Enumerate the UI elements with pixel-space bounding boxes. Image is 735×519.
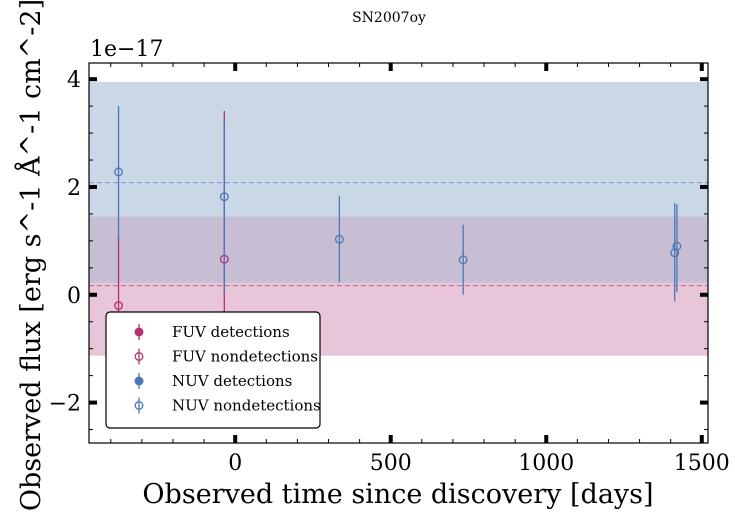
nuv-data-point xyxy=(672,241,682,251)
x-tick-label: 1500 xyxy=(674,451,730,476)
nuv-data-point xyxy=(219,192,229,202)
legend-label: FUV nondetections xyxy=(172,348,318,366)
y-offset-label: 1e−17 xyxy=(90,37,163,62)
plot-frame xyxy=(88,62,709,444)
nuv-data-point xyxy=(334,234,344,244)
overlap-band xyxy=(89,216,708,283)
legend: FUV detections FUV nondetections NUV detec… xyxy=(105,311,321,429)
x-tick-label: 500 xyxy=(370,451,412,476)
y-axis-label: Observed flux [erg s^-1 Å^-1 cm^-2] xyxy=(14,0,47,511)
nuv-data-point xyxy=(114,167,124,177)
y-tick-label: 4 xyxy=(67,68,81,93)
y-tick-label: 0 xyxy=(67,284,81,309)
chart-title: SN2007oy xyxy=(352,10,426,26)
legend-box xyxy=(105,311,321,429)
legend-marker xyxy=(134,401,144,410)
legend-marker xyxy=(134,352,144,361)
y-tick-label: 2 xyxy=(67,176,81,201)
nuv-data-point xyxy=(458,255,468,265)
y-tick-label: −2 xyxy=(49,392,81,417)
x-tick-label: 0 xyxy=(228,451,242,476)
axis-ticks: 0 500 1000 1500 −2 0 2 4 xyxy=(49,63,730,476)
fuv-data-point xyxy=(114,301,124,311)
legend-marker xyxy=(134,327,144,337)
legend-label: NUV detections xyxy=(172,372,292,390)
legend-label: NUV nondetections xyxy=(172,397,321,415)
data-marks xyxy=(114,106,682,371)
legend-marker xyxy=(134,376,144,386)
confidence-bands xyxy=(89,81,708,356)
legend-label: FUV detections xyxy=(172,323,290,341)
x-axis-label: Observed time since discovery [days] xyxy=(142,479,653,510)
x-tick-label: 1000 xyxy=(518,451,574,476)
